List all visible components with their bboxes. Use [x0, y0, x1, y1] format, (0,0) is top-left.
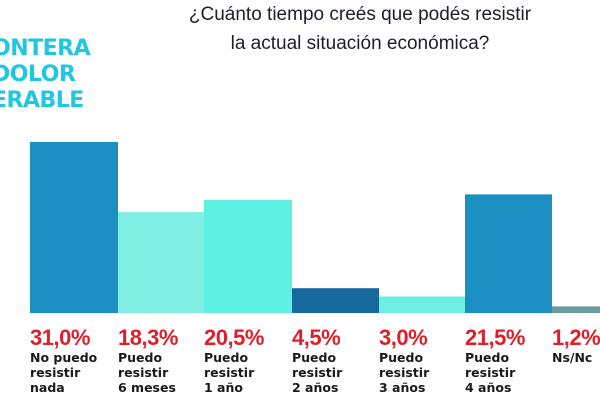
bar: [118, 212, 204, 313]
bar: [465, 194, 552, 313]
bar-label: 18,3% Puedo resistir 6 meses: [118, 325, 208, 396]
bar-label: 3,0% Puedo resistir 3 años: [379, 325, 469, 396]
category-label: Puedo resistir 3 años: [379, 350, 430, 395]
data-label: 18,3%: [118, 325, 178, 350]
brand-line: DOLOR: [0, 62, 76, 87]
data-label: 4,5%: [292, 325, 341, 350]
bar-label: 4,5% Puedo resistir 2 años: [292, 325, 382, 396]
data-label: 1,2%: [552, 325, 600, 350]
category-label: Puedo resistir 4 años: [465, 350, 516, 395]
bar-label: 20,5% Puedo resistir 1 año: [204, 325, 294, 396]
brand-line: ERABLE: [0, 88, 84, 113]
bar-label: 21,5% Puedo resistir 4 años: [465, 325, 555, 396]
category-label: Puedo resistir 1 año: [204, 350, 255, 395]
data-label: 31,0%: [30, 325, 90, 350]
bar-label: 1,2% Ns/Nc: [552, 325, 600, 366]
data-label: 3,0%: [379, 325, 428, 350]
title-line-2: la actual situación económica?: [230, 33, 490, 54]
category-label: Ns/Nc: [552, 350, 593, 365]
data-label: 20,5%: [204, 325, 264, 350]
bar: [292, 288, 379, 313]
chart-title: ¿Cuánto tiempo creés que podés resistir …: [150, 0, 570, 58]
category-label: No puedo resistir nada: [30, 350, 98, 395]
title-line-1: ¿Cuánto tiempo creés que podés resistir: [188, 4, 532, 25]
bar: [204, 199, 292, 313]
category-label: Puedo resistir 6 meses: [118, 350, 176, 395]
bar: [552, 306, 600, 313]
bar: [30, 142, 118, 313]
brand-line: ONTERA: [0, 36, 91, 61]
brand-logo: ONTERA DOLOR ERABLE: [0, 36, 91, 114]
data-label: 21,5%: [465, 325, 525, 350]
bar-label: 31,0% No puedo resistir nada: [30, 325, 120, 396]
bar: [379, 296, 465, 313]
category-label: Puedo resistir 2 años: [292, 350, 343, 395]
